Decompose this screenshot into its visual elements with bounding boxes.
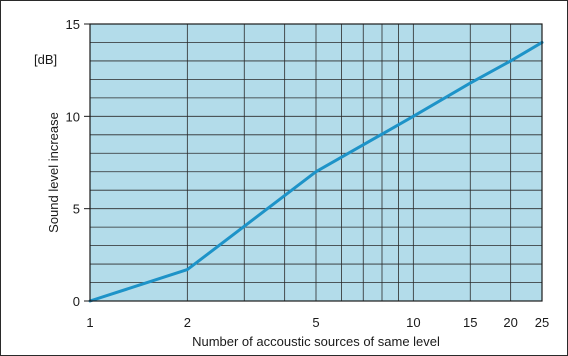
plot-border [84,23,543,302]
x-axis-title: Number of accoustic sources of same leve… [192,334,440,349]
series-layer [88,40,544,303]
y-tick-label: 10 [66,109,80,124]
x-tick-label: 5 [312,315,319,330]
plot-border-rect [89,23,543,302]
x-tick-label: 10 [406,315,420,330]
x-tick-labels: 1 2 5 10 15 20 25 [86,315,549,330]
y-tick-labels: 0 5 10 15 [66,17,80,309]
y-tick-label: 15 [66,17,80,32]
y-unit-label: [dB] [34,52,57,67]
x-tick-label: 25 [535,315,549,330]
y-tick-label: 5 [73,202,80,217]
y-tick-label: 0 [73,294,80,309]
x-tick-label: 20 [503,315,517,330]
y-axis-title: Sound level increase [46,112,61,233]
x-tick-label: 1 [86,315,93,330]
x-tick-label: 15 [463,315,477,330]
x-tick-label: 2 [184,315,191,330]
series-line [88,40,544,303]
